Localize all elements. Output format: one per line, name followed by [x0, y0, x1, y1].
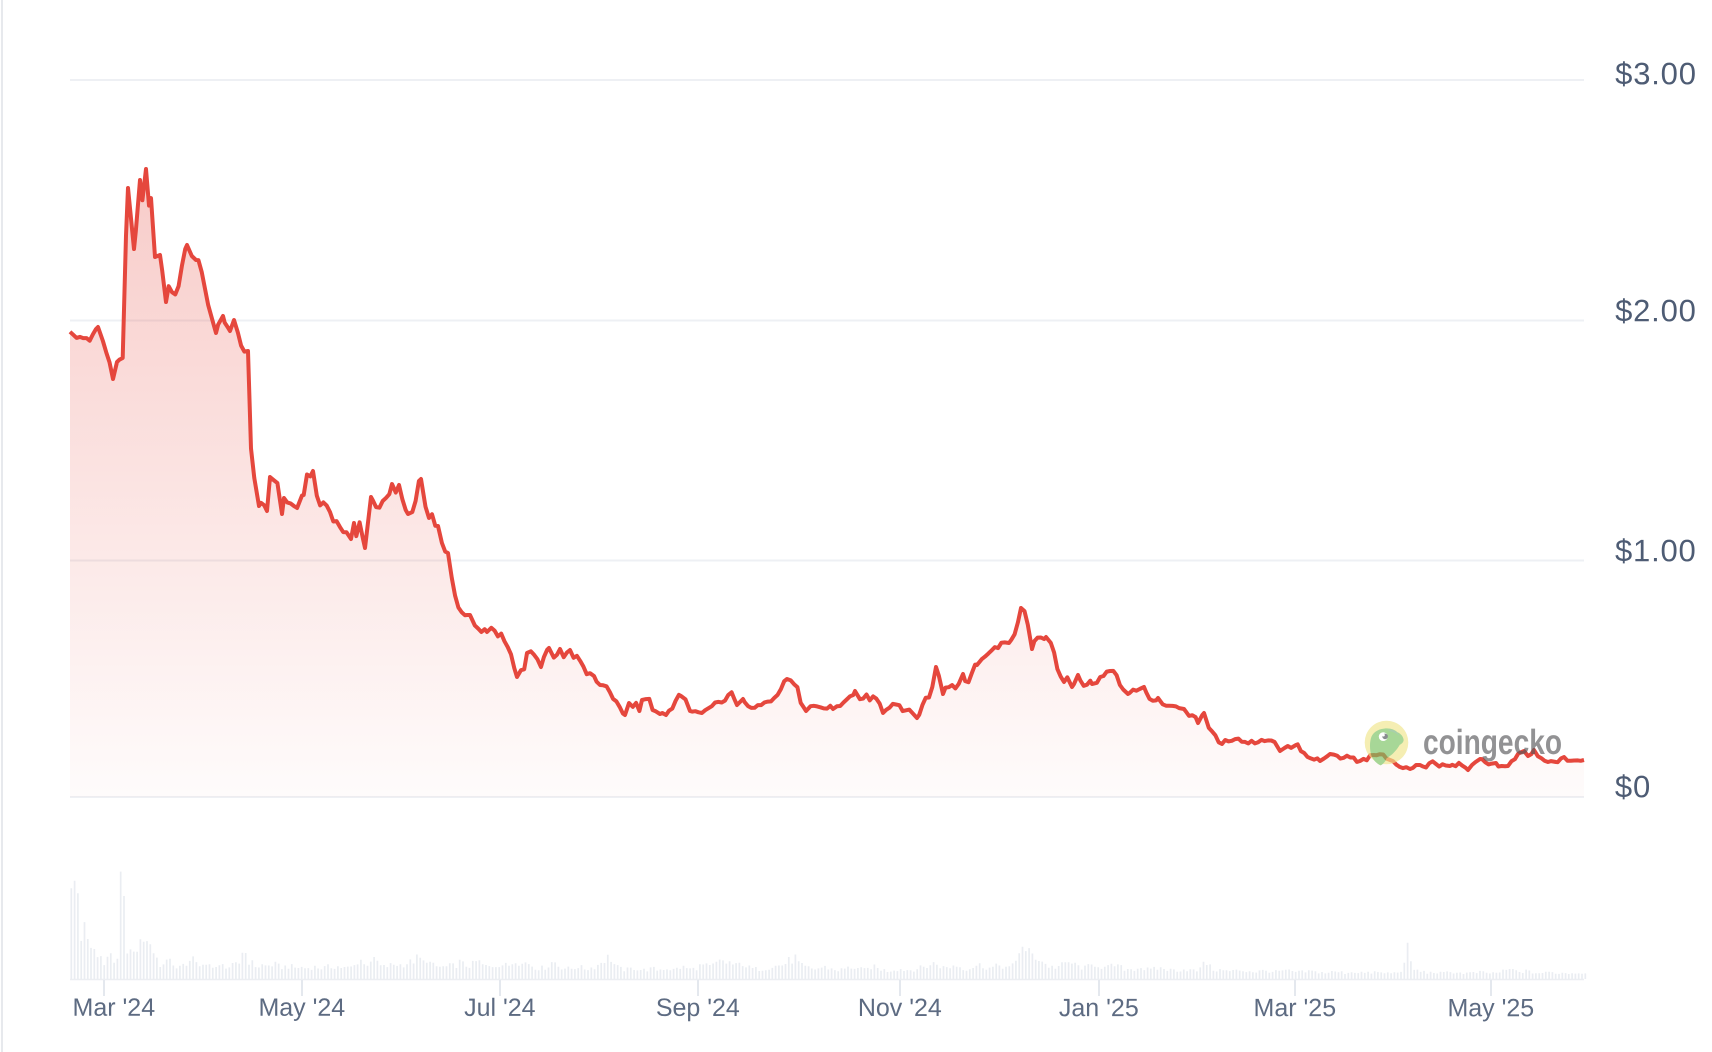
svg-text:Mar '24: Mar '24 — [73, 994, 156, 1022]
svg-text:$2.00: $2.00 — [1615, 293, 1697, 328]
svg-text:Jan '25: Jan '25 — [1059, 994, 1139, 1022]
svg-text:Jul '24: Jul '24 — [464, 994, 536, 1022]
svg-text:May '24: May '24 — [258, 994, 345, 1022]
svg-text:Sep '24: Sep '24 — [656, 994, 740, 1022]
svg-text:$0: $0 — [1615, 769, 1651, 804]
svg-text:coingecko: coingecko — [1423, 723, 1562, 762]
svg-text:$1.00: $1.00 — [1615, 533, 1697, 568]
svg-text:Nov '24: Nov '24 — [858, 994, 942, 1022]
svg-text:Mar '25: Mar '25 — [1254, 994, 1337, 1022]
svg-text:$3.00: $3.00 — [1615, 56, 1697, 91]
svg-text:May '25: May '25 — [1447, 994, 1534, 1022]
